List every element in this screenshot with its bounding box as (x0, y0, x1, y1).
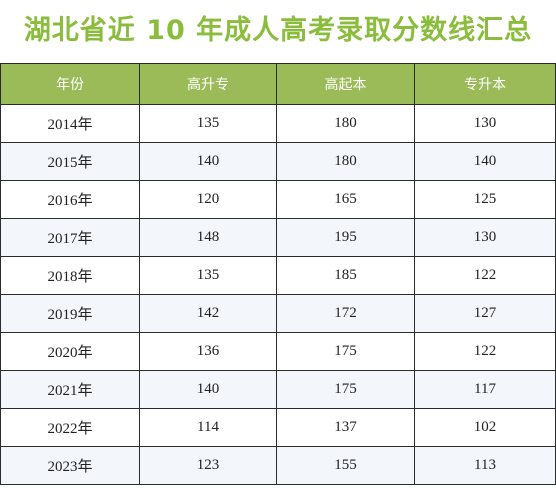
table-row: 2014年 135 180 130 (0, 104, 556, 143)
cell-year: 2018年 (0, 256, 140, 295)
cell-gaoshengzhuan: 114 (139, 408, 277, 447)
cell-zhuanshengben: 130 (414, 218, 556, 257)
header-year: 年份 (0, 63, 140, 105)
cell-year: 2016年 (0, 180, 140, 219)
cell-gaoqiben: 185 (276, 256, 415, 295)
cell-zhuanshengben: 127 (414, 294, 556, 333)
cell-year: 2021年 (0, 370, 140, 409)
cell-zhuanshengben: 113 (414, 446, 556, 485)
cell-year: 2022年 (0, 408, 140, 447)
cell-zhuanshengben: 130 (414, 104, 556, 143)
cell-zhuanshengben: 122 (414, 256, 556, 295)
cell-zhuanshengben: 102 (414, 408, 556, 447)
table-row: 2021年 140 175 117 (0, 370, 556, 409)
cell-gaoqiben: 137 (276, 408, 415, 447)
cell-year: 2019年 (0, 294, 140, 333)
cell-gaoshengzhuan: 148 (139, 218, 277, 257)
cell-zhuanshengben: 122 (414, 332, 556, 371)
cell-gaoqiben: 172 (276, 294, 415, 333)
table-row: 2016年 120 165 125 (0, 180, 556, 219)
cell-gaoshengzhuan: 136 (139, 332, 277, 371)
cell-gaoshengzhuan: 120 (139, 180, 277, 219)
cell-gaoshengzhuan: 142 (139, 294, 277, 333)
cell-gaoqiben: 180 (276, 142, 415, 181)
cell-zhuanshengben: 140 (414, 142, 556, 181)
cell-gaoqiben: 175 (276, 370, 415, 409)
page-title: 湖北省近 10 年成人高考录取分数线汇总 (23, 15, 533, 46)
cell-gaoshengzhuan: 123 (139, 446, 277, 485)
cell-gaoshengzhuan: 135 (139, 256, 277, 295)
table-row: 2022年 114 137 102 (0, 408, 556, 447)
score-table: 年份 高升专 高起本 专升本 2014年 135 180 130 2015年 1… (0, 63, 556, 485)
cell-gaoqiben: 180 (276, 104, 415, 143)
cell-year: 2023年 (0, 446, 140, 485)
table-row: 2023年 123 155 113 (0, 446, 556, 485)
cell-year: 2015年 (0, 142, 140, 181)
cell-gaoqiben: 165 (276, 180, 415, 219)
cell-gaoshengzhuan: 140 (139, 370, 277, 409)
table-row: 2018年 135 185 122 (0, 256, 556, 295)
cell-gaoqiben: 175 (276, 332, 415, 371)
table-row: 2017年 148 195 130 (0, 218, 556, 257)
cell-year: 2014年 (0, 104, 140, 143)
table-row: 2015年 140 180 140 (0, 142, 556, 181)
cell-gaoshengzhuan: 135 (139, 104, 277, 143)
header-gaoqiben: 高起本 (276, 63, 415, 105)
cell-gaoshengzhuan: 140 (139, 142, 277, 181)
table-row: 2019年 142 172 127 (0, 294, 556, 333)
cell-gaoqiben: 155 (276, 446, 415, 485)
cell-year: 2020年 (0, 332, 140, 371)
cell-year: 2017年 (0, 218, 140, 257)
cell-gaoqiben: 195 (276, 218, 415, 257)
table-row: 2020年 136 175 122 (0, 332, 556, 371)
header-gaoshengzhuan: 高升专 (139, 63, 277, 105)
table-header-row: 年份 高升专 高起本 专升本 (0, 63, 556, 105)
cell-zhuanshengben: 125 (414, 180, 556, 219)
cell-zhuanshengben: 117 (414, 370, 556, 409)
header-zhuanshengben: 专升本 (414, 63, 556, 105)
